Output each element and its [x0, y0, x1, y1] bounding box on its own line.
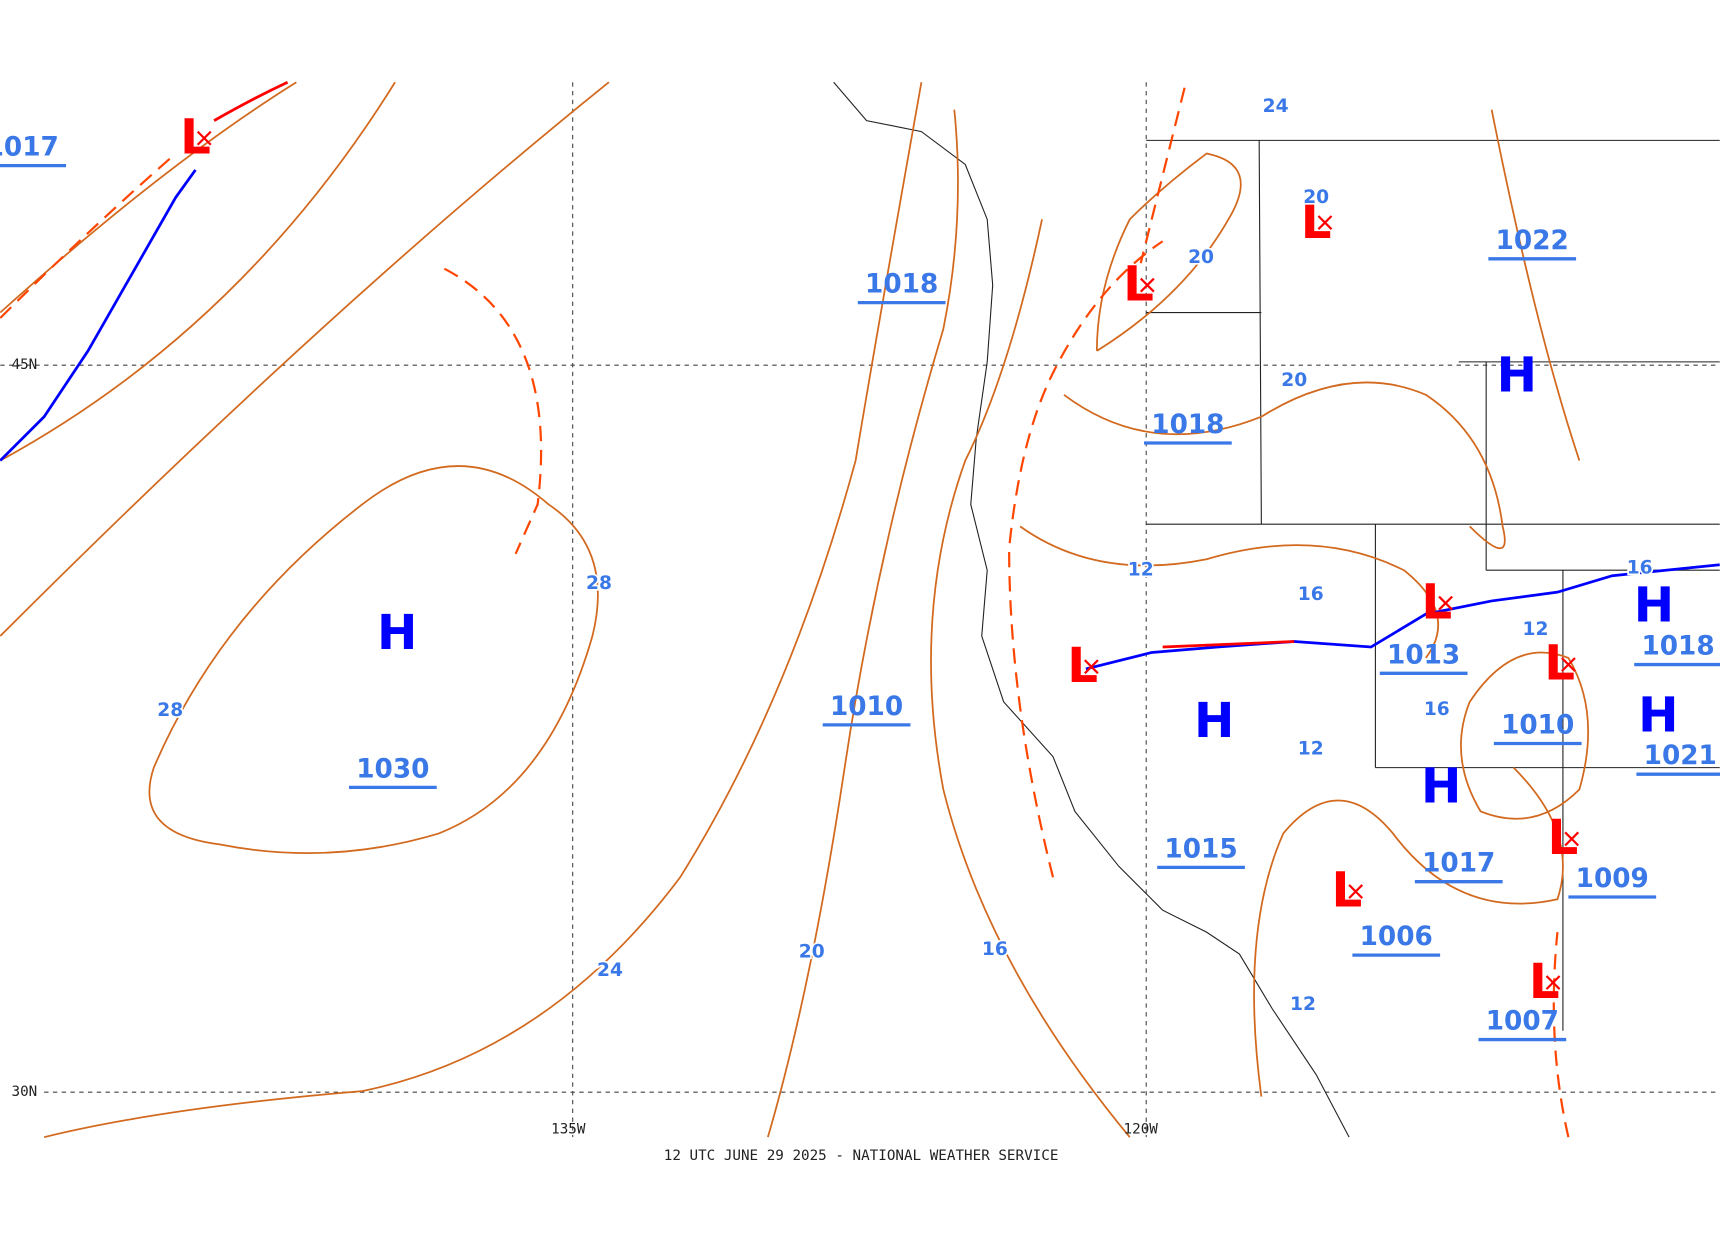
pressure-label: 1021	[1644, 741, 1717, 771]
center-x	[1564, 831, 1580, 847]
warm-front	[213, 81, 289, 122]
center-x	[1438, 595, 1453, 611]
isobar-label: 16	[1424, 699, 1450, 720]
pressure-label: 1007	[1486, 1007, 1559, 1037]
isobar	[148, 465, 599, 855]
isobar-label: 24	[597, 960, 623, 981]
pressure-label: 1015	[1164, 834, 1237, 864]
grid-label: 45N	[12, 357, 38, 373]
high-center: H	[1634, 578, 1674, 634]
isobar-label: 20	[1188, 247, 1214, 268]
cold-front	[0, 169, 197, 462]
isobar-label: 16	[1298, 584, 1324, 605]
warm-front	[1162, 640, 1295, 649]
pressure-label: 1022	[1496, 226, 1569, 256]
isobar	[767, 109, 959, 1138]
pressure-label: 1030	[356, 754, 429, 784]
grid-label: 135W	[551, 1122, 586, 1138]
isobar-label: 12	[1298, 738, 1324, 759]
isobar	[1063, 381, 1506, 550]
coastline	[833, 81, 1350, 1138]
center-x	[1545, 975, 1561, 990]
pressure-label: 1017	[1422, 849, 1495, 879]
trough	[443, 267, 543, 555]
footer: 12 UTC JUNE 29 2025 - NATIONAL WEATHER S…	[664, 1148, 1059, 1164]
pressure-label: 1009	[1576, 864, 1649, 894]
isobar-label: 28	[586, 573, 612, 594]
trough	[1008, 87, 1186, 878]
isobar-label: 12	[1523, 619, 1549, 640]
high-center: H	[377, 605, 417, 661]
center-x	[1317, 215, 1333, 230]
pressure-label: 1006	[1360, 922, 1433, 952]
high-center: H	[1497, 347, 1537, 403]
isobar-label: 20	[1281, 370, 1307, 391]
isobar	[1019, 525, 1440, 659]
isobar	[1490, 109, 1581, 461]
grid-label: 120W	[1124, 1122, 1159, 1138]
isobar-label: 28	[157, 700, 183, 721]
grid-label: 30N	[12, 1084, 38, 1100]
high-center: H	[1194, 693, 1234, 749]
pressure-label: 1013	[1387, 640, 1460, 670]
pressure-label: 1010	[830, 692, 903, 722]
isobar	[1095, 152, 1242, 352]
isobar	[0, 81, 396, 462]
pressure-label: 1018	[865, 270, 938, 300]
map-frame	[0, 81, 1720, 1139]
isobar-label: 16	[1627, 558, 1653, 579]
isobar-label: 16	[982, 939, 1008, 960]
pressure-label: 1018	[1641, 631, 1714, 661]
pressure-label: 1017	[0, 133, 59, 163]
center-x	[1139, 277, 1155, 293]
isobar-label: 20	[1303, 187, 1329, 208]
isobar	[1253, 767, 1564, 1097]
center-x	[1084, 659, 1099, 675]
stationary-front	[1085, 563, 1720, 671]
center-x	[196, 130, 212, 146]
isobar-label: 12	[1128, 560, 1154, 581]
pressure-label: 1018	[1151, 410, 1224, 440]
center-x	[1561, 657, 1576, 672]
isobar	[1460, 651, 1590, 820]
isobar	[43, 82, 923, 1139]
trough	[0, 152, 177, 319]
isobar-label: 12	[1290, 994, 1316, 1015]
center-x	[1348, 884, 1364, 899]
pressure-label: 1010	[1501, 710, 1574, 740]
isobar	[930, 219, 1131, 1138]
isobar-label: 24	[1263, 96, 1289, 117]
high-center: H	[1638, 687, 1678, 743]
high-center: H	[1421, 759, 1461, 815]
isobar	[0, 81, 610, 637]
isobar-label: 20	[799, 941, 825, 962]
